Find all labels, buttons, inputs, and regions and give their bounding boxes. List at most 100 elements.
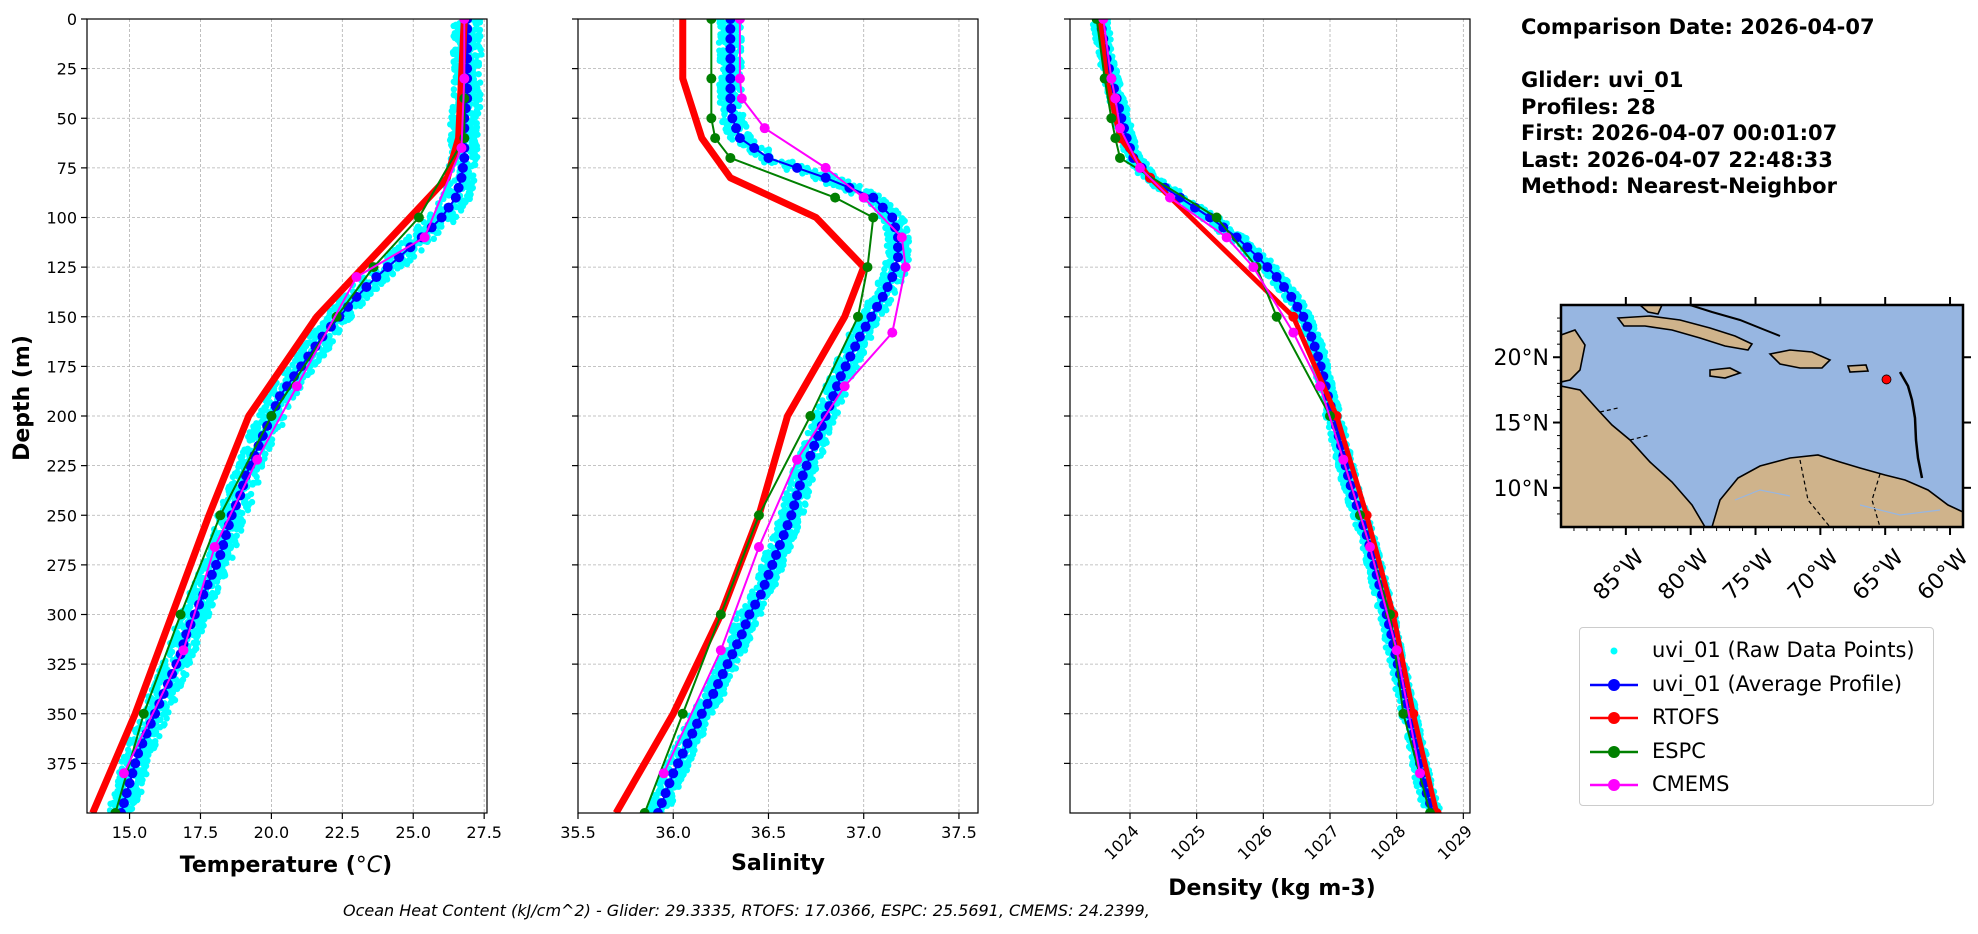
model-point	[252, 454, 263, 465]
raw-data-point	[698, 732, 705, 739]
average-profile-point	[759, 579, 770, 590]
raw-data-point	[861, 341, 868, 349]
model-point	[706, 73, 717, 84]
model-point	[175, 609, 186, 620]
raw-data-point	[179, 622, 187, 630]
raw-data-point	[881, 265, 888, 273]
raw-data-point	[451, 79, 459, 86]
raw-data-point	[751, 620, 758, 627]
model-point	[715, 609, 726, 620]
model-point	[413, 212, 424, 223]
average-profile-point	[725, 43, 736, 54]
raw-data-point	[672, 783, 680, 790]
average-profile-point	[270, 401, 281, 412]
average-profile-point	[893, 252, 903, 263]
raw-data-point	[233, 532, 240, 539]
average-profile-point	[218, 540, 229, 551]
raw-data-point	[169, 689, 177, 696]
model-point	[792, 454, 803, 465]
average-profile-point	[664, 778, 675, 789]
average-profile-point	[763, 569, 774, 580]
raw-data-point	[1385, 649, 1392, 656]
model-point	[351, 272, 362, 283]
average-profile-point	[845, 351, 856, 362]
average-profile-point	[453, 182, 464, 193]
raw-data-point	[383, 276, 391, 283]
raw-data-point	[194, 639, 201, 647]
model-line	[89, 19, 468, 813]
average-profile-point	[850, 341, 861, 352]
raw-data-point	[418, 247, 425, 254]
average-profile-point	[794, 480, 805, 491]
model-point	[736, 93, 747, 104]
grid	[87, 18, 487, 813]
raw-data-point	[472, 20, 479, 27]
model-point	[706, 19, 717, 24]
average-profile-point	[890, 262, 901, 273]
raw-data-point	[878, 310, 886, 317]
raw-data-point	[451, 66, 458, 73]
raw-data-point	[266, 445, 273, 452]
model-cmems	[118, 19, 470, 779]
raw-data-point	[712, 702, 720, 709]
raw-data-point	[758, 144, 765, 152]
model-point	[715, 645, 726, 656]
x-tick-label: 36.0	[655, 823, 691, 842]
model-point	[677, 708, 688, 719]
raw-data-point	[478, 51, 485, 58]
average-profile-point	[696, 708, 707, 719]
average-profile-point	[767, 559, 778, 570]
model-point	[830, 192, 841, 203]
y-tick-label: 150	[46, 308, 77, 327]
raw-data-point	[767, 542, 774, 550]
raw-data-point	[249, 481, 256, 488]
y-tick-label: 75	[57, 159, 77, 178]
average-profile-point	[749, 143, 760, 154]
y-tick-label: 325	[46, 655, 77, 674]
raw-data-point	[476, 26, 484, 34]
raw-data-point	[183, 661, 191, 668]
average-profile-point	[660, 788, 671, 799]
average-profile-point	[436, 212, 447, 223]
average-profile-point	[860, 321, 871, 332]
raw-data-point	[198, 574, 206, 582]
raw-data-point	[156, 732, 163, 740]
average-profile-point	[890, 222, 901, 233]
raw-data-point	[129, 798, 136, 806]
model-point	[753, 510, 764, 521]
average-profile-point	[725, 19, 736, 24]
model-point	[459, 19, 470, 24]
y-tick-label: 250	[46, 506, 77, 525]
raw-data-point	[181, 671, 188, 678]
raw-data-point	[475, 43, 483, 51]
raw-data-point	[1335, 405, 1343, 413]
average-profile-point	[450, 192, 461, 203]
raw-data-point	[219, 498, 227, 506]
y-tick-label: 125	[46, 258, 77, 277]
average-profile-point	[755, 589, 766, 600]
raw-data-point	[251, 470, 258, 478]
raw-data-point	[1390, 669, 1397, 677]
model-point	[639, 808, 650, 813]
average-profile-point	[809, 440, 820, 451]
average-profile-point	[725, 23, 736, 34]
model-point	[456, 143, 467, 154]
model-point	[209, 542, 220, 553]
average-profile-point	[877, 202, 888, 213]
raw-data-point	[792, 473, 800, 480]
average-profile-point	[820, 172, 831, 183]
raw-data-point	[741, 644, 748, 651]
plot-area	[1089, 19, 1443, 813]
y-tick-label: 375	[46, 754, 77, 773]
model-point	[138, 708, 149, 719]
raw-data-point	[450, 218, 457, 226]
raw-data-point	[457, 207, 465, 214]
y-tick-label: 350	[46, 705, 77, 724]
raw-data-point	[258, 463, 266, 470]
x-tick-label: 36.5	[751, 823, 787, 842]
raw-data-point	[735, 102, 742, 110]
raw-data-point	[1267, 257, 1274, 264]
raw-data-point	[220, 573, 227, 580]
average-profile-point	[816, 420, 827, 431]
average-profile-point	[731, 123, 742, 134]
